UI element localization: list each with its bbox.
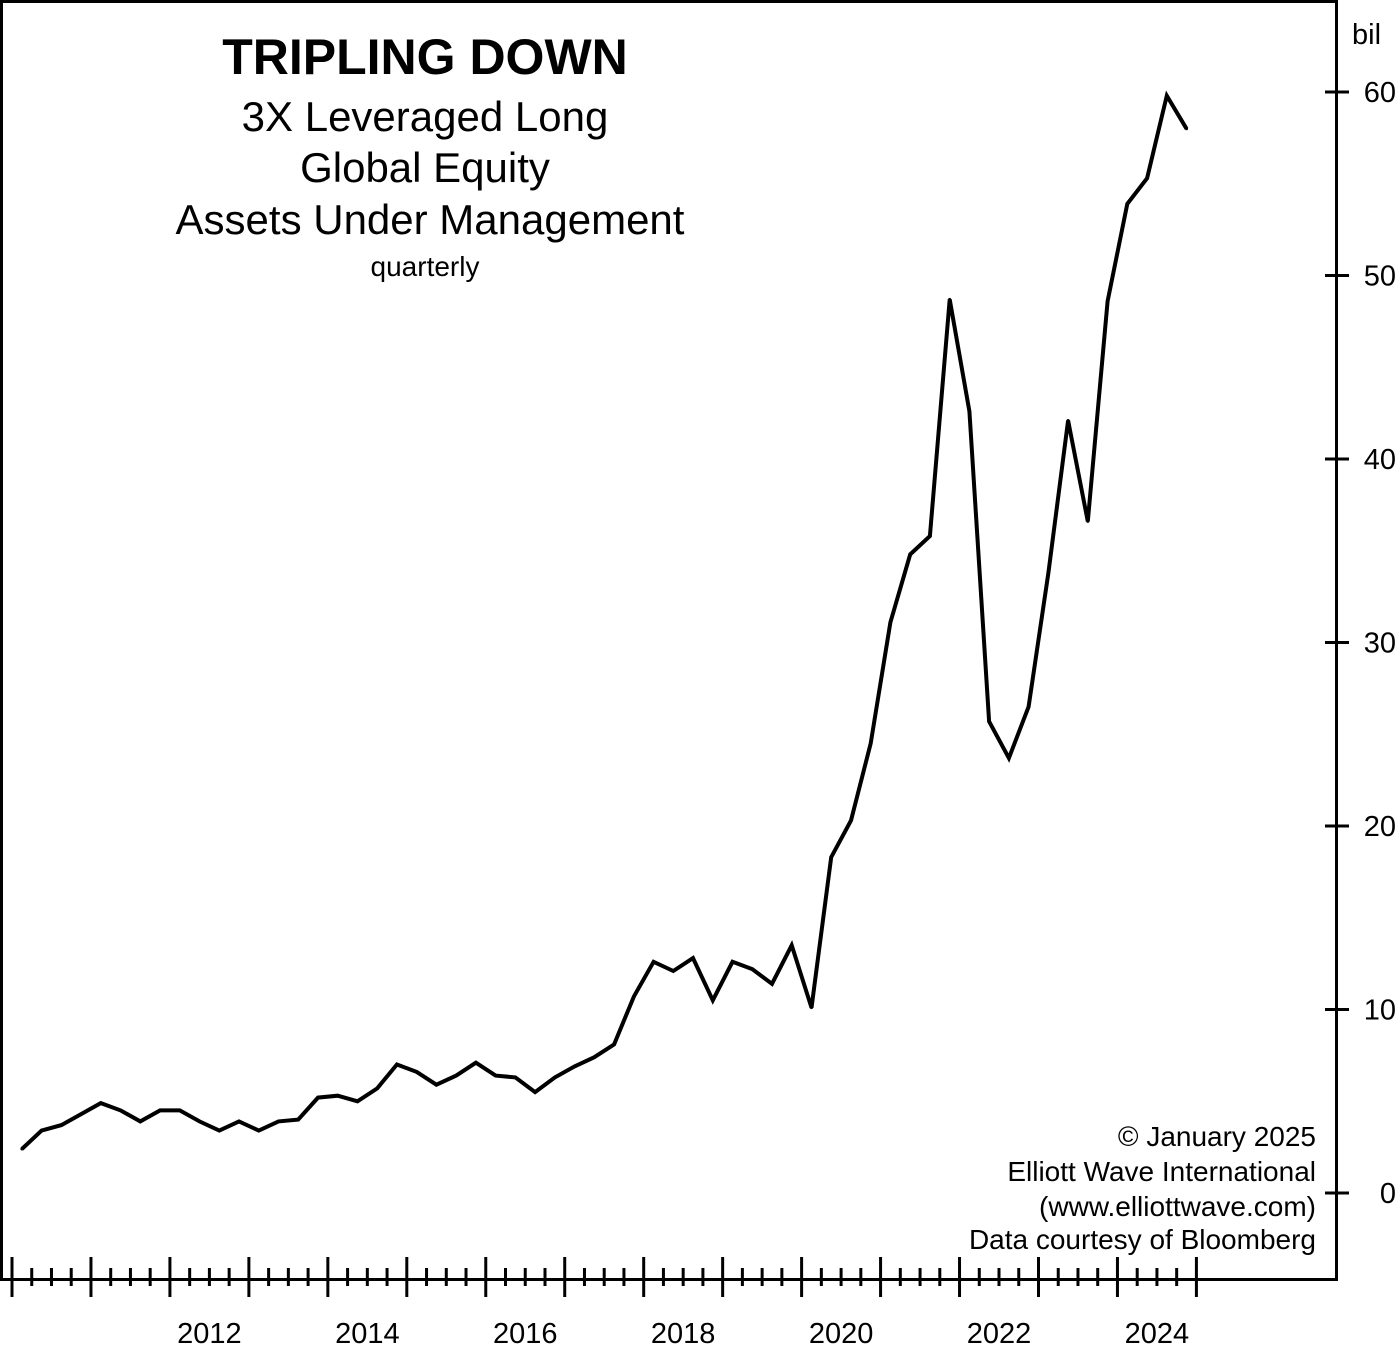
data-point bbox=[276, 1119, 280, 1123]
data-point bbox=[1185, 127, 1189, 131]
data-point bbox=[415, 1070, 419, 1074]
y-tick-label: 20 bbox=[1364, 811, 1396, 843]
data-point bbox=[908, 552, 912, 556]
data-point bbox=[711, 998, 715, 1002]
chart-title: TRIPLING DOWN bbox=[222, 29, 628, 85]
data-point bbox=[750, 967, 754, 971]
website-text: (www.elliottwave.com) bbox=[1039, 1191, 1316, 1222]
data-point bbox=[632, 995, 636, 999]
data-point bbox=[967, 409, 971, 413]
data-point bbox=[296, 1118, 300, 1122]
x-tick-label: 2024 bbox=[1125, 1318, 1190, 1350]
data-point bbox=[1106, 299, 1110, 303]
data-point bbox=[1086, 519, 1090, 523]
data-point bbox=[1125, 202, 1129, 206]
data-point bbox=[257, 1129, 261, 1133]
data-point bbox=[494, 1074, 498, 1078]
data-point bbox=[1145, 176, 1149, 180]
data-point bbox=[928, 534, 932, 538]
data-point bbox=[99, 1101, 103, 1105]
chart-subtitle-line-1: 3X Leveraged Long bbox=[242, 93, 609, 140]
data-point bbox=[138, 1119, 142, 1123]
data-point bbox=[652, 960, 656, 964]
y-tick-label: 0 bbox=[1380, 1178, 1396, 1210]
data-point bbox=[237, 1119, 241, 1123]
frequency-note: quarterly bbox=[371, 251, 480, 282]
data-point bbox=[178, 1108, 182, 1112]
chart-frame bbox=[0, 0, 1338, 1281]
data-point bbox=[1027, 705, 1031, 709]
data-point bbox=[395, 1063, 399, 1067]
x-tick-label: 2016 bbox=[493, 1318, 558, 1350]
x-axis: 2012 2014 2016 2018 2020 2022 2024 bbox=[10, 1257, 1198, 1350]
data-point bbox=[316, 1096, 320, 1100]
y-tick-label: 50 bbox=[1364, 261, 1396, 293]
data-point bbox=[553, 1075, 557, 1079]
data-point bbox=[119, 1108, 123, 1112]
data-point bbox=[336, 1094, 340, 1098]
y-axis: 0 10 20 30 40 50 60 bbox=[1325, 77, 1396, 1210]
publisher-text: Elliott Wave International bbox=[1007, 1156, 1316, 1187]
data-point bbox=[731, 960, 735, 964]
x-tick-label: 2018 bbox=[651, 1318, 716, 1350]
data-point bbox=[809, 1006, 813, 1010]
data-point bbox=[198, 1119, 202, 1123]
data-point bbox=[40, 1129, 44, 1133]
data-point bbox=[79, 1112, 83, 1116]
series-layer bbox=[20, 90, 1189, 1151]
data-point bbox=[20, 1147, 24, 1151]
data-point bbox=[573, 1064, 577, 1068]
data-point bbox=[158, 1108, 162, 1112]
chart-subtitle-line-2: Global Equity bbox=[300, 144, 550, 191]
data-point bbox=[533, 1090, 537, 1094]
data-source-text: Data courtesy of Bloomberg bbox=[969, 1224, 1316, 1255]
data-point bbox=[790, 943, 794, 947]
series-line bbox=[20, 90, 1189, 1151]
x-tick-label: 2020 bbox=[809, 1318, 874, 1350]
data-point bbox=[671, 969, 675, 973]
data-point bbox=[612, 1042, 616, 1046]
data-point bbox=[691, 956, 695, 960]
x-tick-label: 2012 bbox=[177, 1318, 242, 1350]
data-point bbox=[1046, 571, 1050, 575]
data-point bbox=[1007, 756, 1011, 760]
data-point bbox=[987, 719, 991, 723]
data-point bbox=[513, 1075, 517, 1079]
data-point bbox=[592, 1055, 596, 1059]
data-point bbox=[454, 1074, 458, 1078]
data-point bbox=[869, 741, 873, 745]
data-point bbox=[948, 297, 952, 301]
y-tick-label: 60 bbox=[1364, 77, 1396, 109]
data-point bbox=[59, 1123, 63, 1127]
data-point bbox=[474, 1061, 478, 1065]
y-axis-unit-label: bil bbox=[1352, 19, 1381, 51]
y-tick-label: 10 bbox=[1364, 995, 1396, 1027]
chart-subtitle-line-3: Assets Under Management bbox=[176, 196, 685, 243]
data-point bbox=[375, 1086, 379, 1090]
x-tick-label: 2014 bbox=[335, 1318, 400, 1350]
copyright-text: © January 2025 bbox=[1118, 1121, 1316, 1152]
data-point bbox=[829, 855, 833, 859]
data-point bbox=[1066, 418, 1070, 422]
data-point bbox=[434, 1083, 438, 1087]
data-point bbox=[770, 982, 774, 986]
y-tick-label: 30 bbox=[1364, 628, 1396, 660]
data-point bbox=[849, 818, 853, 822]
data-point bbox=[355, 1099, 359, 1103]
data-point bbox=[1165, 94, 1169, 98]
y-tick-label: 40 bbox=[1364, 444, 1396, 476]
data-point bbox=[888, 620, 892, 624]
x-tick-label: 2022 bbox=[967, 1318, 1032, 1350]
data-point bbox=[217, 1129, 221, 1133]
